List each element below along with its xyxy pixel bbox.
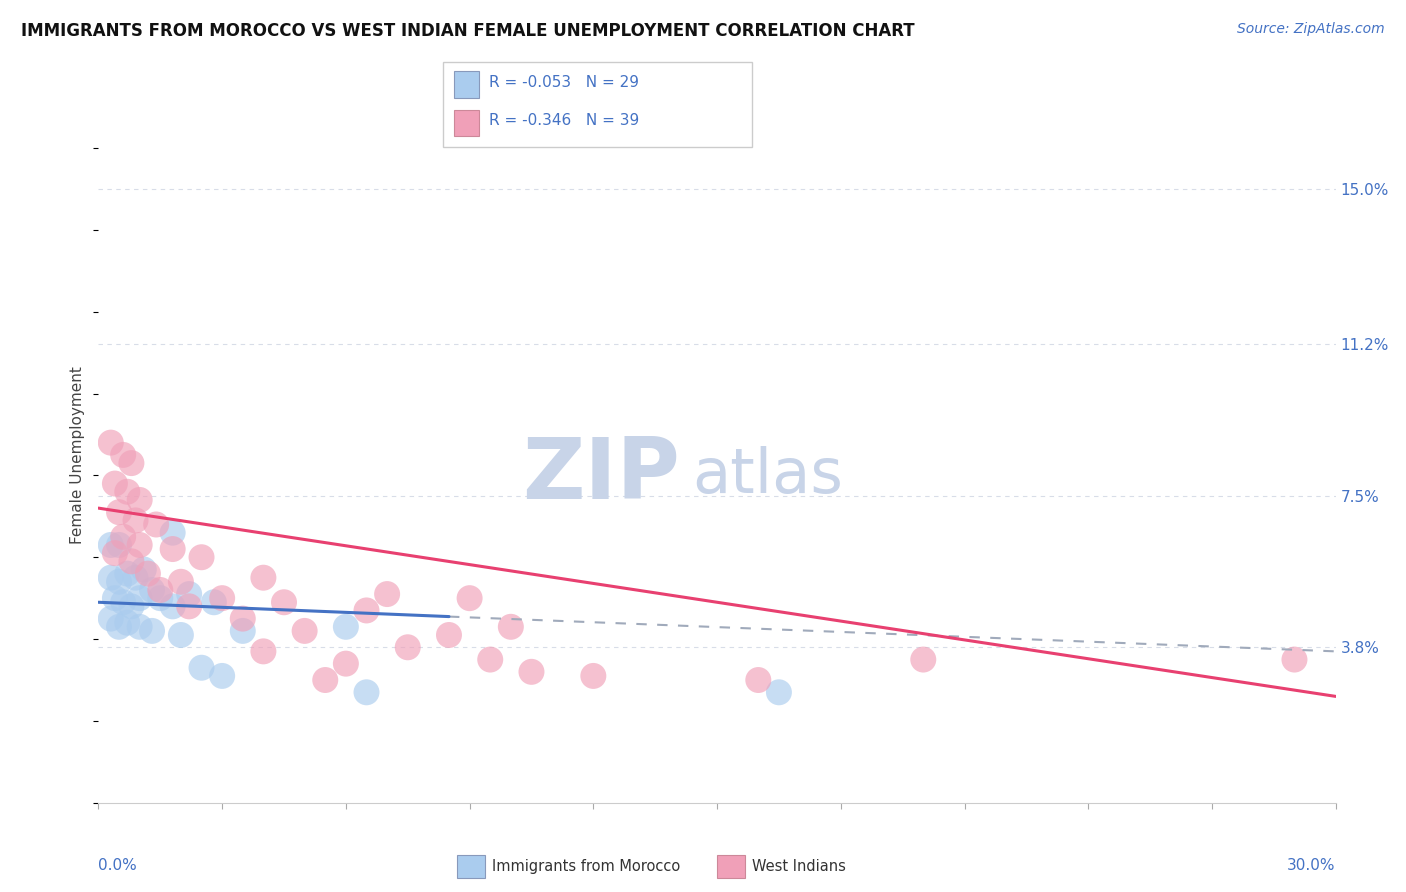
Point (356, 685, 378, 699)
Point (136, 566, 159, 581)
Point (117, 566, 139, 581)
Point (912, 652, 935, 666)
Text: Source: ZipAtlas.com: Source: ZipAtlas.com (1237, 22, 1385, 37)
Point (141, 582, 163, 597)
Point (356, 603, 378, 617)
Point (375, 587, 398, 601)
Point (499, 620, 522, 634)
Point (162, 599, 184, 614)
Point (179, 587, 201, 601)
Point (179, 599, 201, 614)
Point (190, 550, 212, 565)
Point (768, 685, 790, 699)
Point (335, 620, 357, 634)
Point (108, 620, 131, 634)
Text: West Indians: West Indians (752, 859, 846, 873)
Text: 0.0%: 0.0% (98, 858, 138, 872)
Point (252, 644, 274, 658)
Text: R = -0.346   N = 39: R = -0.346 N = 39 (489, 113, 640, 128)
Point (124, 513, 146, 527)
Text: atlas: atlas (692, 446, 844, 506)
Point (458, 591, 481, 606)
Point (335, 657, 357, 671)
Point (120, 599, 142, 614)
Text: Immigrants from Morocco: Immigrants from Morocco (492, 859, 681, 873)
Point (120, 456, 142, 470)
Point (112, 595, 135, 609)
Text: IMMIGRANTS FROM MOROCCO VS WEST INDIAN FEMALE UNEMPLOYMENT CORRELATION CHART: IMMIGRANTS FROM MOROCCO VS WEST INDIAN F… (21, 22, 915, 40)
Point (128, 492, 150, 507)
Point (211, 591, 233, 606)
Point (100, 612, 122, 626)
Point (149, 591, 172, 606)
Point (479, 652, 502, 666)
Point (747, 673, 769, 687)
Point (104, 546, 127, 560)
Point (112, 530, 135, 544)
Point (108, 574, 131, 589)
Point (117, 484, 139, 499)
Point (437, 628, 460, 642)
Point (141, 624, 163, 638)
Text: R = -0.053   N = 29: R = -0.053 N = 29 (489, 76, 640, 90)
Point (128, 538, 150, 552)
Point (149, 582, 172, 597)
Point (582, 669, 605, 683)
Point (120, 554, 142, 568)
Point (162, 542, 184, 557)
Point (104, 476, 127, 491)
Point (145, 517, 167, 532)
Point (117, 615, 139, 630)
Point (124, 571, 146, 585)
Point (211, 669, 233, 683)
Point (100, 538, 122, 552)
Point (1284, 652, 1306, 666)
Point (108, 505, 131, 519)
Point (396, 640, 419, 655)
Point (162, 525, 184, 540)
Point (520, 665, 543, 679)
Point (104, 591, 127, 606)
Point (232, 612, 254, 626)
Point (232, 624, 254, 638)
Point (132, 562, 155, 576)
Point (128, 620, 150, 634)
Point (252, 571, 274, 585)
Point (294, 624, 316, 638)
Point (112, 448, 135, 462)
Point (170, 574, 193, 589)
Point (273, 595, 295, 609)
Text: ZIP: ZIP (522, 434, 681, 517)
Text: 30.0%: 30.0% (1288, 858, 1336, 872)
Point (190, 661, 212, 675)
Point (314, 673, 336, 687)
Point (202, 595, 225, 609)
Point (108, 538, 131, 552)
Y-axis label: Female Unemployment: Female Unemployment (70, 366, 86, 544)
Point (100, 571, 122, 585)
Point (170, 628, 193, 642)
Point (128, 591, 150, 606)
Point (100, 435, 122, 450)
